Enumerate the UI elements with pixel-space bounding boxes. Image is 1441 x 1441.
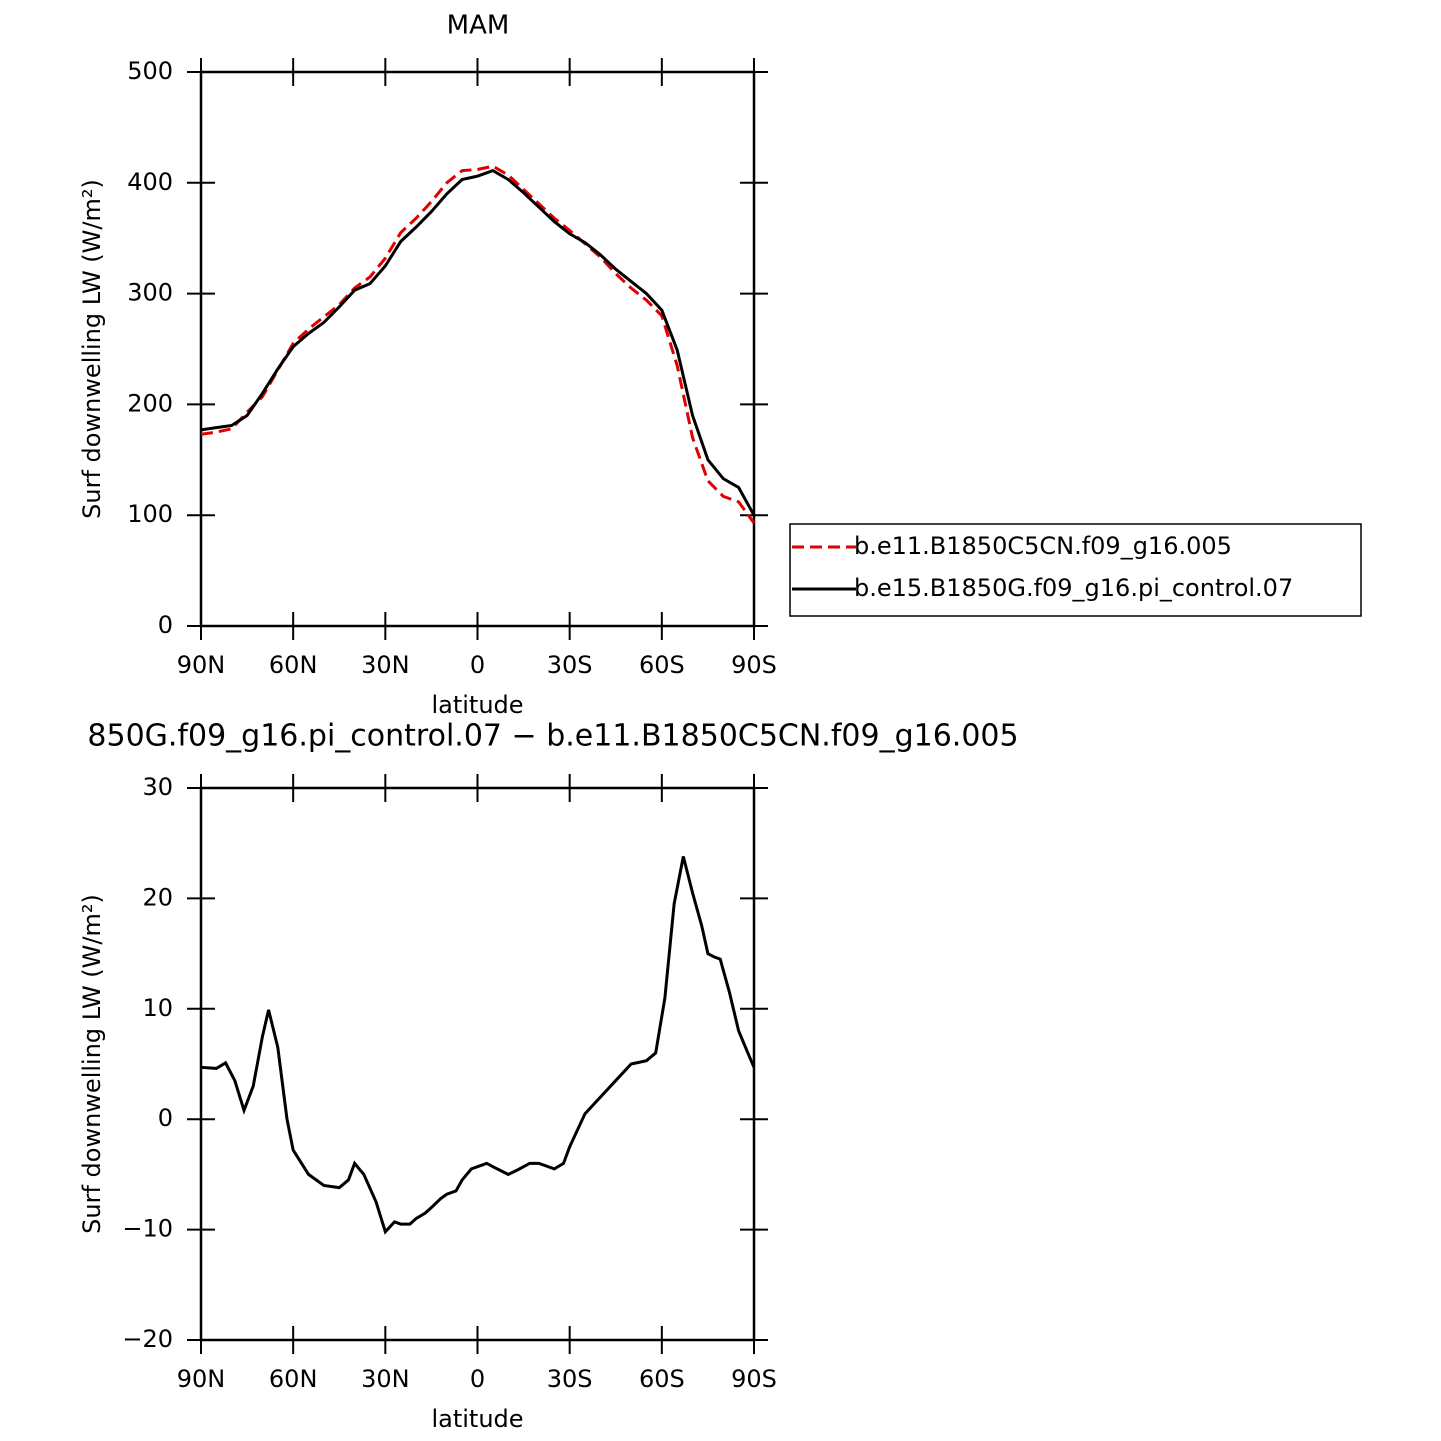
- y-axis-label: Surf downwelling LW (W/m²): [78, 894, 106, 1234]
- legend-box: [789, 523, 1362, 617]
- y-tick-label: 0: [158, 1104, 173, 1132]
- plot-frame: [199, 70, 756, 628]
- x-tick-label: 0: [470, 1365, 485, 1393]
- data-line: [200, 164, 756, 524]
- x-axis-label: latitude: [431, 1405, 523, 1433]
- y-tick-label: 400: [127, 168, 173, 196]
- x-tick-label: 60N: [269, 651, 318, 679]
- y-tick-label: 300: [127, 279, 173, 307]
- chart-title: MAM: [447, 11, 510, 41]
- x-tick-label: 30N: [361, 1365, 410, 1393]
- x-tick-label: 90S: [731, 1365, 777, 1393]
- y-tick-label: −20: [122, 1325, 173, 1353]
- y-tick-label: 500: [127, 57, 173, 85]
- plot-frame: [199, 786, 756, 1342]
- y-tick-label: 0: [158, 611, 173, 639]
- x-tick-label: 90S: [731, 651, 777, 679]
- data-line: [200, 856, 756, 1235]
- x-tick-label: 30N: [361, 651, 410, 679]
- x-tick-label: 90N: [177, 651, 226, 679]
- y-tick-label: 10: [142, 994, 173, 1022]
- y-tick-label: 100: [127, 500, 173, 528]
- x-tick-label: 30S: [547, 651, 593, 679]
- x-axis-label: latitude: [431, 691, 523, 719]
- x-tick-label: 60S: [639, 651, 685, 679]
- legend-label: b.e15.B1850G.f09_g16.pi_control.07: [854, 574, 1293, 602]
- x-tick-label: 30S: [547, 1365, 593, 1393]
- legend-label: b.e11.B1850C5CN.f09_g16.005: [854, 532, 1232, 560]
- y-axis-label: Surf downwelling LW (W/m²): [78, 179, 106, 519]
- y-tick-label: −10: [122, 1215, 173, 1243]
- y-tick-label: 30: [142, 773, 173, 801]
- x-tick-label: 90N: [177, 1365, 226, 1393]
- x-tick-label: 60S: [639, 1365, 685, 1393]
- data-line: [200, 168, 756, 516]
- chart-title: 850G.f09_g16.pi_control.07 − b.e11.B1850…: [87, 719, 1018, 754]
- x-tick-label: 0: [470, 651, 485, 679]
- y-tick-label: 200: [127, 389, 173, 417]
- y-tick-label: 20: [142, 883, 173, 911]
- x-tick-label: 60N: [269, 1365, 318, 1393]
